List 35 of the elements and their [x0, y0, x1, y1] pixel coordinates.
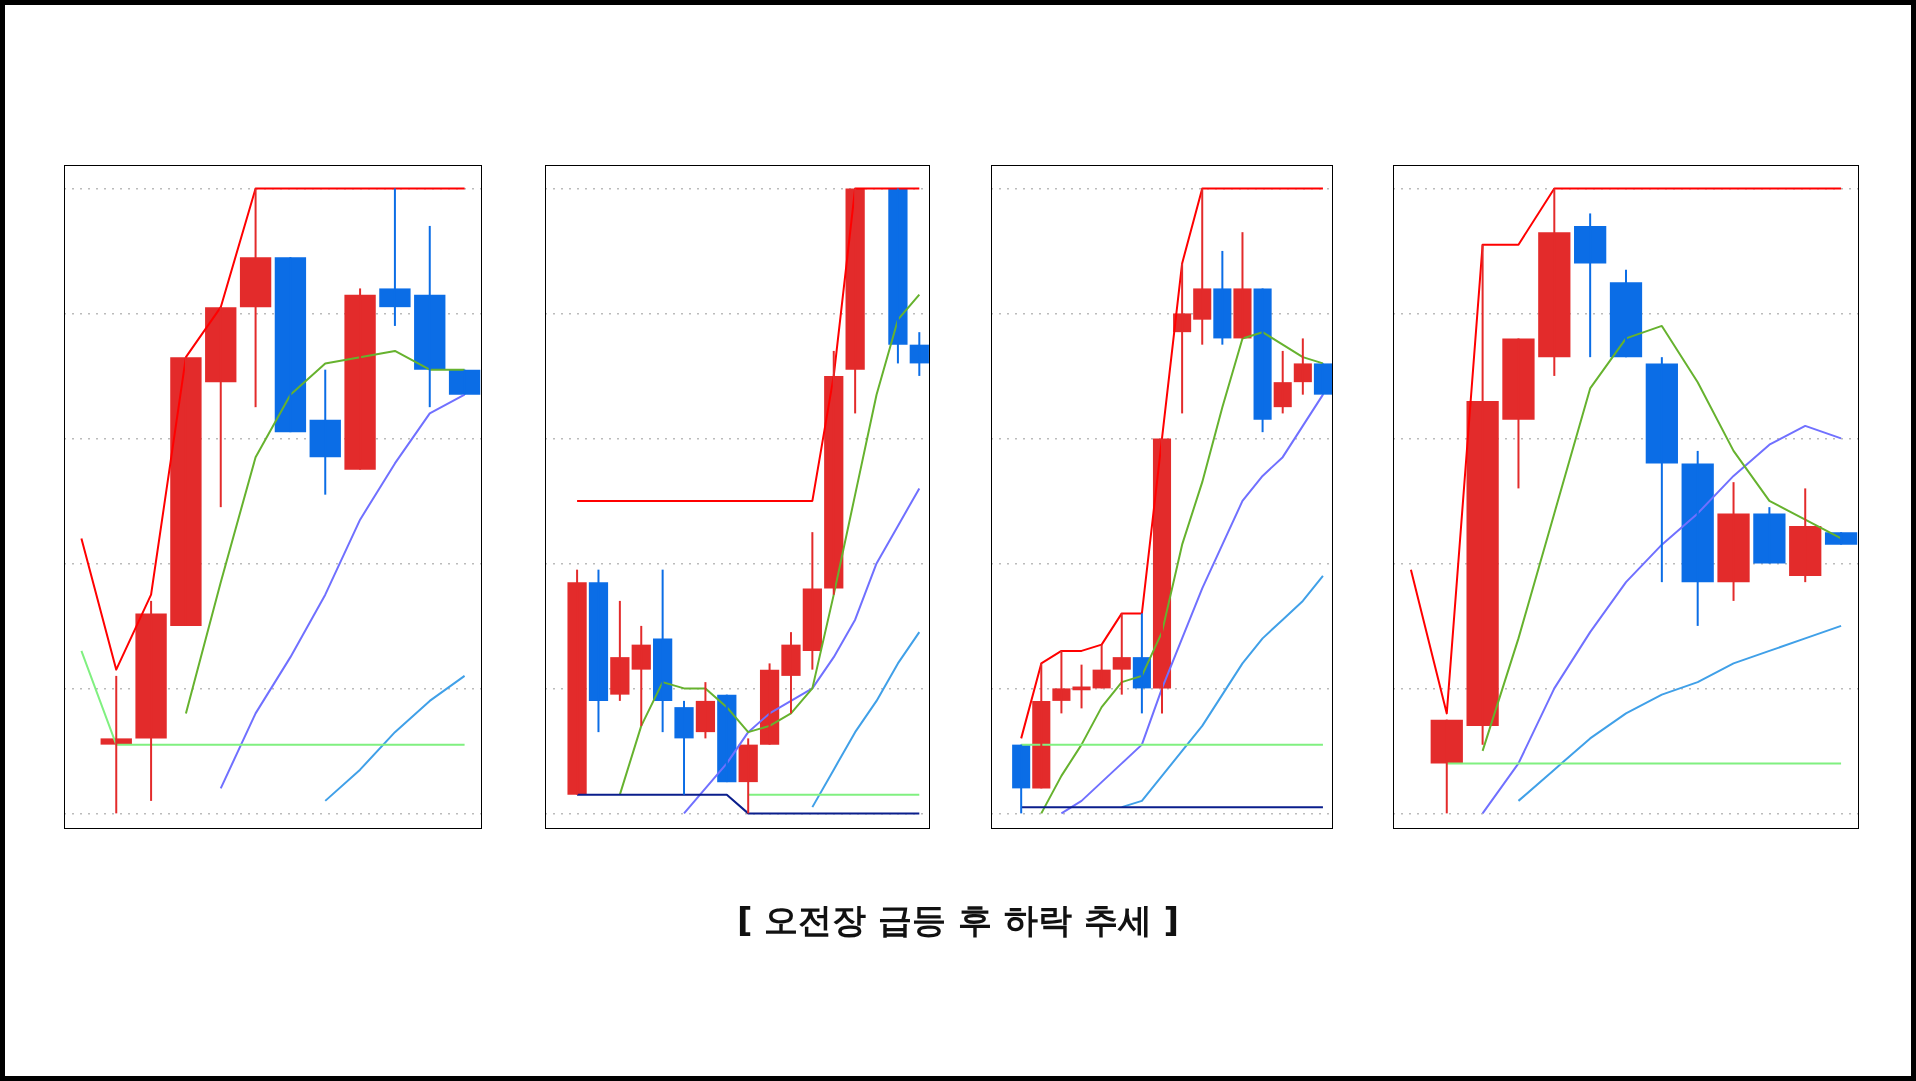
candlestick — [781, 632, 801, 714]
candlestick — [448, 369, 481, 395]
candlestick — [1609, 269, 1643, 358]
candlestick — [274, 257, 307, 433]
candlestick — [1430, 719, 1463, 814]
candlestick — [1538, 188, 1571, 376]
candlestick — [1789, 488, 1822, 583]
text: [ 오전장 급등 후 하락 추세 ] — [735, 899, 1181, 942]
candlestick — [170, 357, 202, 626]
candlestick — [1112, 613, 1131, 695]
candlestick — [344, 288, 376, 470]
candlestick — [1233, 232, 1252, 339]
candlestick — [717, 694, 737, 783]
candlestick — [135, 600, 167, 801]
candlestick — [239, 188, 272, 408]
candlestick — [1502, 338, 1535, 489]
candlestick — [205, 307, 237, 508]
candlestick — [1824, 532, 1858, 545]
candlestick — [1052, 650, 1071, 714]
candlestick — [1753, 507, 1786, 564]
candlestick — [888, 188, 908, 364]
candlestick — [1293, 338, 1312, 395]
candlestick — [100, 675, 132, 814]
candlestick — [1681, 450, 1714, 626]
candlestick — [414, 225, 446, 408]
candlestick — [1193, 188, 1212, 345]
candlestick — [1574, 213, 1607, 358]
candlestick — [309, 369, 341, 495]
candlestick — [567, 569, 587, 795]
candlestick — [379, 188, 411, 326]
candlestick — [1313, 363, 1332, 395]
candlestick — [1717, 482, 1750, 601]
candlestick — [1645, 357, 1678, 583]
candlestick — [1466, 244, 1499, 745]
candlestick — [674, 700, 694, 795]
